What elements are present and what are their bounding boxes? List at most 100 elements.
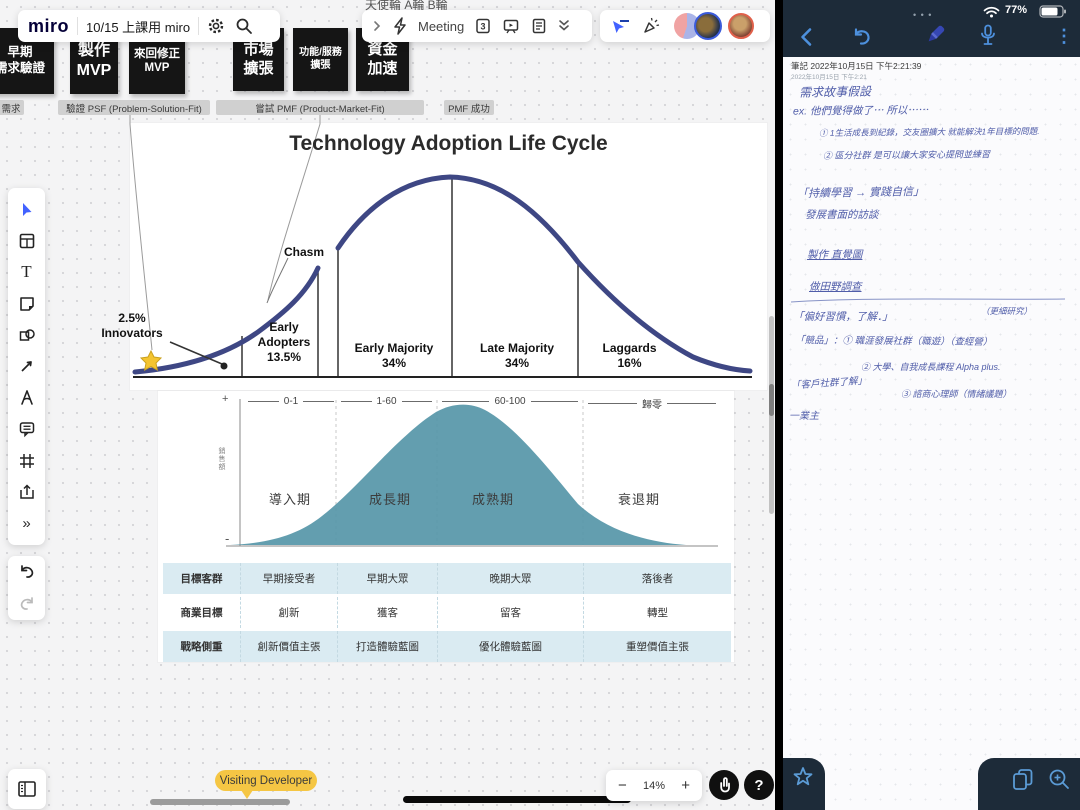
miro-logo[interactable]: miro (28, 15, 70, 36)
pen-tool-button[interactable] (920, 20, 950, 50)
table-row: 戰略側重 創新價值主張 打造體驗藍圖 優化體驗藍圖 重塑價值主張 (163, 631, 731, 662)
bookmark-tab (783, 758, 825, 810)
avatar-group (674, 12, 754, 40)
vertical-scrollbar-thumb[interactable] (769, 384, 774, 416)
handwriting-line: 一業主 (789, 411, 819, 422)
presentation-icon[interactable] (502, 17, 520, 35)
stage-tag-psf[interactable]: 驗證 PSF (Problem-Solution-Fit) (58, 100, 210, 115)
phase-label: 成長期 (368, 492, 411, 507)
gesture-mode-button[interactable] (709, 770, 739, 800)
handwriting-line: 「競品」：① 職涯發展社群（職遊）（查經營） (794, 335, 993, 348)
lightning-icon[interactable] (392, 17, 408, 35)
vertical-scrollbar[interactable] (769, 316, 774, 514)
search-icon[interactable] (235, 17, 253, 35)
tool-palette: T (8, 188, 45, 545)
segment-late-majority: Late Majority 34% (479, 341, 554, 370)
miro-app: 天使輪 A輪 B輪 早期 需求驗證 製作 MVP 來回修正 MVP 市場 擴張 … (0, 0, 775, 810)
settings-gear-icon[interactable] (207, 17, 225, 35)
battery-icon (1039, 5, 1067, 23)
battery-percentage: 77% (1005, 4, 1028, 16)
notes-app: 77% 筆記 2022年10月15日 下午2:21:39 2022年10月15日… (783, 0, 1080, 810)
avatar[interactable] (694, 12, 722, 40)
table-row: 商業目標 創新 獲客 留客 轉型 (163, 597, 731, 628)
stage-tag[interactable]: 需求 (0, 100, 24, 115)
pages-icon[interactable] (1012, 768, 1034, 792)
x-segment-label: 0-1 (283, 396, 299, 407)
handwriting-line: ② 大學、自我成長課程 Alpha plus. (861, 362, 1001, 372)
undo-button[interactable] (849, 24, 875, 50)
undo-icon[interactable] (8, 557, 45, 587)
meeting-label[interactable]: Meeting (418, 18, 465, 34)
meeting-toolbar: Meeting 3 (362, 10, 592, 42)
laser-pointer-icon[interactable] (642, 17, 662, 35)
handwriting-line: 需求故事假設 (798, 84, 872, 100)
wifi-icon (983, 5, 1000, 23)
redo-icon[interactable] (8, 589, 45, 619)
follow-cursor-icon[interactable] (610, 18, 630, 34)
svg-text:3: 3 (481, 22, 486, 32)
back-button[interactable] (793, 24, 819, 50)
collapse-chevron-icon[interactable] (372, 20, 382, 32)
star-bookmark-icon[interactable] (792, 766, 814, 788)
comment-tool[interactable] (8, 414, 45, 444)
home-indicator-bar[interactable] (403, 796, 631, 803)
history-palette (8, 556, 45, 620)
segment-laggards: Laggards 16% (602, 341, 657, 370)
phase-label: 衰退期 (617, 492, 660, 507)
miro-main-toolbar: miro 10/15 上課用 miro (18, 10, 280, 42)
handwriting-line: 「客戶社群了解」 (790, 375, 868, 392)
zoom-in-icon[interactable] (1048, 768, 1071, 791)
select-tool[interactable] (8, 195, 45, 225)
pen-tool[interactable] (8, 383, 45, 413)
sticky-note-tool[interactable] (8, 289, 45, 319)
note-paper[interactable]: 筆記 2022年10月15日 下午2:21:39 2022年10月15日 下午2… (783, 57, 1080, 810)
more-menu-button[interactable] (1053, 23, 1075, 49)
zoom-in-button[interactable]: + (681, 777, 690, 794)
chasm-annotation: Chasm (283, 245, 324, 259)
table-row: 目標客群 早期接受者 早期大眾 晚期大眾 落後者 (163, 563, 731, 594)
handwriting-line: （更細研究） (981, 306, 1033, 316)
templates-tool[interactable] (8, 226, 45, 256)
y-axis-minus: - (225, 531, 230, 546)
handwriting-line: ② 區分社群 是可以讓大家安心提問並練習 (822, 149, 991, 161)
segment-innovators: 2.5% Innovators (101, 311, 163, 340)
frame-tool[interactable] (8, 446, 45, 476)
help-button[interactable]: ? (744, 770, 774, 800)
zoom-out-button[interactable]: − (618, 777, 627, 794)
handwritten-divider (790, 298, 1066, 303)
more-tools-button[interactable] (8, 508, 45, 538)
notes-doc-icon[interactable] (530, 17, 548, 35)
y-axis-plus: + (222, 393, 229, 405)
y-axis-label: 銷售額 (218, 447, 225, 471)
split-view-divider[interactable] (775, 0, 783, 810)
note-subtitle: 2022年10月15日 下午2:21 (791, 74, 867, 81)
avatar[interactable] (728, 13, 754, 39)
text-tool[interactable]: T (21, 262, 32, 282)
chart1-title: Technology Adoption Life Cycle (289, 132, 608, 155)
double-chevron-down-icon[interactable] (558, 19, 570, 33)
presence-toolbar (600, 10, 770, 42)
board-name[interactable]: 10/15 上課用 miro (86, 19, 191, 35)
zoom-level[interactable]: 14% (642, 779, 666, 792)
page-tools-tab (978, 758, 1080, 810)
x-segment-label: 歸零 (642, 400, 662, 411)
handwriting-line: ex. 他們覺得做了⋯ 所以⋯⋯ (792, 104, 929, 118)
frames-count-icon[interactable]: 3 (474, 17, 492, 35)
stage-tag-pmf-success[interactable]: PMF 成功 (444, 100, 494, 115)
stage-tag-pmf[interactable]: 嘗試 PMF (Product-Market-Fit) (216, 100, 424, 115)
sticky-note[interactable]: 功能/服務 擴張 (293, 28, 348, 91)
frames-panel-button[interactable] (8, 769, 46, 809)
shapes-tool[interactable] (8, 320, 45, 350)
arrow-tool[interactable] (8, 351, 45, 381)
handwriting-line: 製作 直覺圖 (807, 249, 863, 261)
upload-tool[interactable] (8, 477, 45, 507)
handwriting-line: 發展書面的訪談 (805, 209, 879, 221)
phase-label: 成熟期 (471, 492, 514, 507)
handwriting-line: 「偏好習慣，了解．」 (793, 311, 893, 323)
microphone-button[interactable] (975, 22, 1001, 50)
x-segment-label: 60-100 (494, 396, 526, 407)
horizontal-scrollbar[interactable] (150, 799, 290, 805)
zoom-controls: − 14% + (606, 770, 702, 801)
handwriting-line: 做田野調查 (809, 281, 862, 293)
